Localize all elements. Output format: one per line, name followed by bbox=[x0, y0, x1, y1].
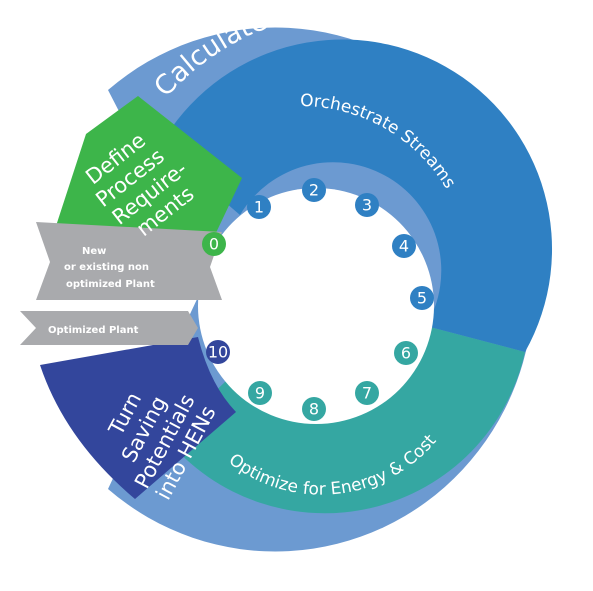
svg-text:2: 2 bbox=[309, 181, 319, 200]
svg-text:4: 4 bbox=[399, 237, 409, 256]
step-4: 4 bbox=[392, 234, 416, 258]
step-8: 8 bbox=[302, 397, 326, 421]
svg-text:1: 1 bbox=[254, 198, 264, 217]
step-0: 0 bbox=[202, 232, 226, 256]
turn-segment-label: Turn Saving Potentials into HENs bbox=[104, 388, 221, 503]
new-plant-label-3: optimized Plant bbox=[66, 279, 155, 290]
step-9: 9 bbox=[248, 381, 272, 405]
svg-text:8: 8 bbox=[309, 400, 319, 419]
svg-text:9: 9 bbox=[255, 384, 265, 403]
svg-text:0: 0 bbox=[209, 235, 219, 254]
svg-text:7: 7 bbox=[362, 384, 372, 403]
svg-text:6: 6 bbox=[401, 344, 411, 363]
step-6: 6 bbox=[394, 341, 418, 365]
optimized-plant-label: Optimized Plant bbox=[48, 325, 139, 336]
step-5: 5 bbox=[410, 286, 434, 310]
step-3: 3 bbox=[355, 193, 379, 217]
step-7: 7 bbox=[355, 381, 379, 405]
optimized-plant-arrow bbox=[20, 311, 198, 345]
new-plant-arrow bbox=[36, 222, 222, 300]
svg-text:10: 10 bbox=[208, 343, 228, 362]
step-1: 1 bbox=[247, 195, 271, 219]
svg-text:5: 5 bbox=[417, 289, 427, 308]
step-10: 10 bbox=[206, 340, 230, 364]
new-plant-label-1: New bbox=[82, 246, 106, 257]
turn-segment bbox=[40, 337, 236, 499]
svg-text:3: 3 bbox=[362, 196, 372, 215]
define-segment bbox=[55, 96, 242, 256]
step-2: 2 bbox=[302, 178, 326, 202]
new-plant-label-2: or existing non bbox=[64, 262, 149, 273]
inner-circle bbox=[198, 188, 434, 424]
orchestrate-streams-arc bbox=[160, 39, 553, 352]
